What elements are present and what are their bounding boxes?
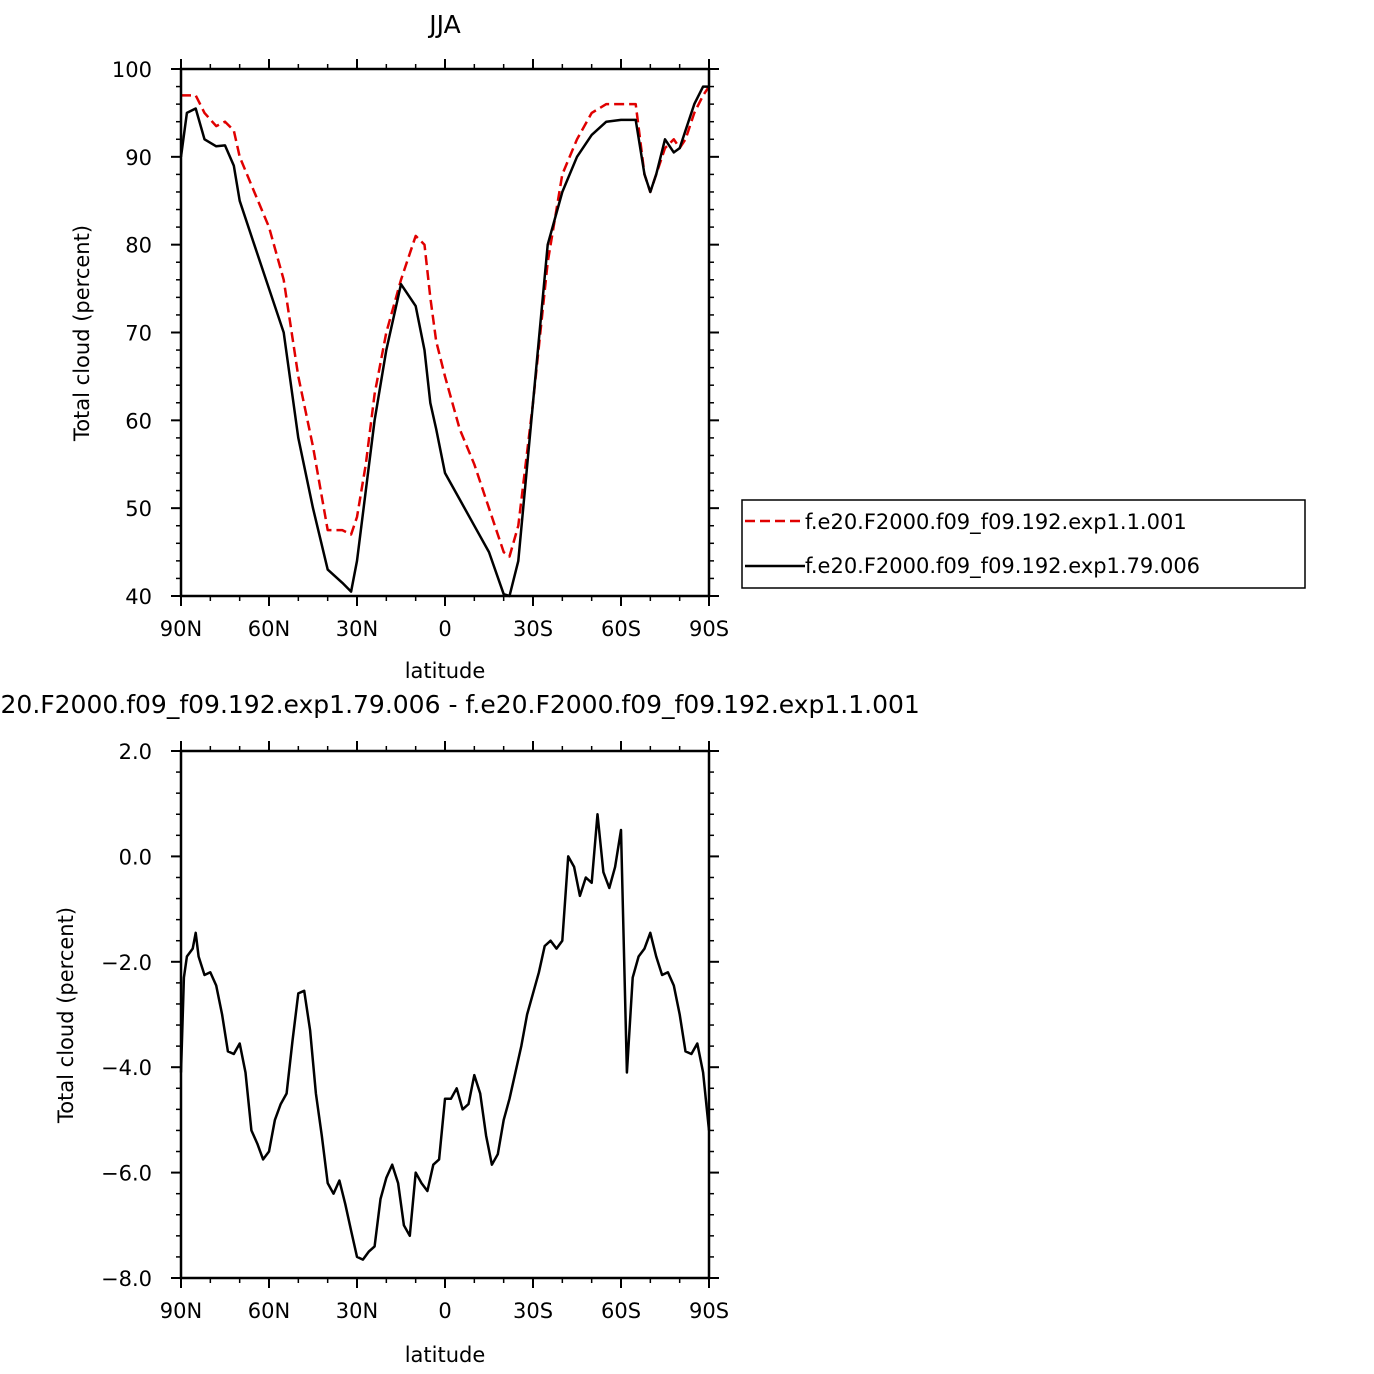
legend-entry-2: f.e20.F2000.f09_f09.192.exp1.79.006: [805, 554, 1200, 579]
y-tick-label: −2.0: [101, 951, 152, 975]
y-tick-label: −8.0: [101, 1267, 152, 1291]
top-panel-y-axis-title: Total cloud (percent): [70, 225, 94, 442]
y-tick-label: 50: [125, 497, 152, 521]
y-tick-label: 70: [125, 322, 152, 346]
top-panel-title: JJA: [427, 10, 460, 39]
x-tick-label: 30S: [513, 1299, 553, 1323]
x-tick-label: 0: [438, 617, 451, 641]
bottom-panel-x-axis-title: latitude: [405, 1343, 486, 1367]
series-line-2: [179, 85, 709, 598]
series-line-1: [181, 85, 711, 558]
y-tick-label: 90: [125, 146, 152, 170]
top-panel: JJA 90N 60N 30N 0 30S 60S 90S 405060708090100 …: [70, 10, 1306, 683]
y-tick-label: 100: [112, 58, 152, 82]
legend-box: [741, 499, 1306, 589]
legend-entry-1: f.e20.F2000.f09_f09.192.exp1.1.001: [805, 510, 1187, 535]
x-tick-label: 90N: [160, 617, 202, 641]
y-tick-label: −4.0: [101, 1056, 152, 1080]
bottom-panel: f.e20.F2000.f09_f09.192.exp1.79.006 - f.…: [0, 690, 920, 1367]
x-tick-label: 60S: [601, 617, 641, 641]
y-tick-label: 60: [125, 409, 152, 433]
y-tick-label: −6.0: [101, 1162, 152, 1186]
legend: f.e20.F2000.f09_f09.192.exp1.1.001 f.e20…: [741, 499, 1306, 589]
top-panel-series: [179, 85, 711, 598]
y-tick-label: 80: [125, 234, 152, 258]
series-line-1: [179, 812, 711, 1261]
x-tick-label: 60N: [248, 617, 290, 641]
x-tick-label: 60N: [248, 1299, 290, 1323]
bottom-panel-series: [179, 812, 711, 1261]
bottom-panel-title: f.e20.F2000.f09_f09.192.exp1.79.006 - f.…: [0, 690, 920, 719]
y-tick-label: 40: [125, 585, 152, 609]
x-tick-label: 0: [438, 1299, 451, 1323]
bottom-panel-ticks: [171, 741, 719, 1288]
top-panel-frame: [179, 67, 711, 598]
bottom-panel-frame: [179, 749, 711, 1280]
top-panel-x-tick-labels: 90N 60N 30N 0 30S 60S 90S: [160, 617, 729, 641]
bottom-panel-y-tick-labels: −8.0 −6.0 −4.0 −2.0 0.0 2.0: [101, 740, 152, 1291]
top-panel-x-axis-title: latitude: [405, 659, 486, 683]
x-tick-label: 90N: [160, 1299, 202, 1323]
x-tick-label: 60S: [601, 1299, 641, 1323]
y-tick-label: 2.0: [119, 740, 152, 764]
x-tick-label: 30S: [513, 617, 553, 641]
x-tick-label: 30N: [336, 617, 378, 641]
top-panel-ticks: [171, 59, 719, 606]
top-panel-y-tick-labels: 40 50 60 70 80 90 100: [112, 58, 152, 609]
y-tick-label: 0.0: [119, 845, 152, 869]
x-tick-label: 90S: [689, 1299, 729, 1323]
bottom-panel-y-axis-title: Total cloud (percent): [54, 907, 78, 1124]
x-tick-label: 30N: [336, 1299, 378, 1323]
x-tick-label: 90S: [689, 617, 729, 641]
bottom-panel-x-tick-labels: 90N 60N 30N 0 30S 60S 90S: [160, 1299, 729, 1323]
